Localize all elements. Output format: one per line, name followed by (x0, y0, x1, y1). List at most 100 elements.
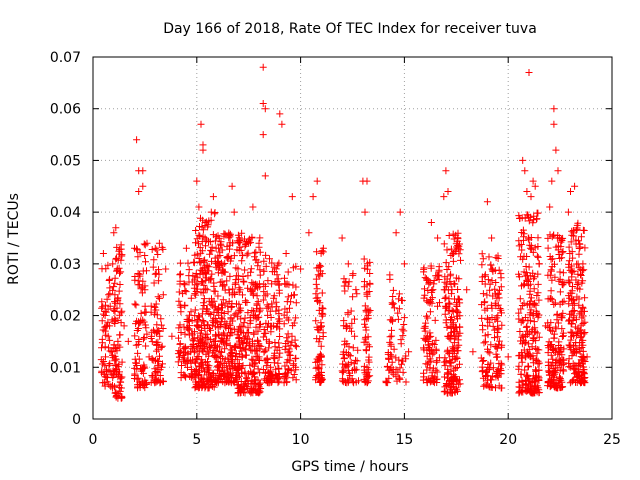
data-point (494, 255, 502, 262)
data-point (309, 193, 317, 201)
data-point (571, 182, 579, 190)
data-point (556, 366, 564, 374)
data-point (249, 380, 257, 388)
data-point (195, 377, 203, 385)
data-point (492, 302, 500, 310)
data-point (244, 309, 252, 317)
data-point (434, 234, 442, 242)
data-point (486, 286, 494, 294)
data-point (443, 246, 451, 254)
data-point (187, 308, 195, 316)
data-point (182, 288, 190, 296)
data-point (447, 290, 455, 298)
data-point (431, 316, 439, 324)
data-point (579, 260, 587, 268)
data-point (195, 362, 203, 370)
data-point (151, 303, 158, 311)
data-point (495, 325, 503, 333)
data-point (106, 360, 114, 367)
data-point (348, 319, 356, 327)
data-point (432, 336, 440, 344)
data-point (228, 346, 236, 354)
data-point (201, 256, 209, 264)
data-point (396, 364, 404, 372)
data-point (396, 208, 404, 216)
data-point (520, 252, 528, 260)
data-point (486, 349, 494, 357)
data-point (203, 366, 211, 374)
data-point (482, 368, 490, 376)
data-point (361, 377, 369, 385)
data-point (529, 352, 537, 360)
data-point (525, 217, 533, 225)
data-point (352, 286, 360, 294)
data-point (454, 244, 462, 252)
data-point (545, 371, 553, 379)
data-point (249, 337, 256, 345)
data-point (201, 234, 209, 242)
data-point (491, 326, 499, 334)
data-point (524, 282, 532, 290)
data-point (214, 269, 222, 277)
data-point (227, 303, 235, 311)
data-point (220, 268, 228, 276)
data-point (433, 272, 441, 280)
data-point (143, 239, 151, 247)
data-point (341, 363, 349, 371)
data-point (578, 314, 586, 322)
data-point (101, 343, 109, 351)
data-point (185, 325, 193, 333)
data-point (219, 266, 226, 274)
data-point (557, 376, 565, 384)
data-point (340, 378, 348, 386)
data-point (452, 240, 460, 248)
data-point (354, 346, 362, 354)
data-point (281, 362, 289, 370)
data-point (567, 336, 575, 344)
data-point (255, 386, 263, 394)
data-point (266, 255, 273, 263)
data-point (576, 326, 584, 334)
data-point (228, 182, 236, 190)
data-point (196, 270, 204, 278)
data-point (420, 369, 427, 377)
data-point (176, 340, 184, 348)
data-point (142, 324, 150, 332)
data-point (148, 372, 156, 379)
data-point (105, 380, 113, 388)
data-point (117, 241, 125, 249)
data-point (102, 353, 109, 361)
data-point (118, 394, 126, 402)
y-tick-label: 0.07 (50, 50, 81, 66)
data-point (569, 283, 576, 290)
data-point (426, 355, 434, 363)
data-point (484, 276, 492, 284)
data-point (288, 292, 295, 300)
data-point (155, 266, 162, 274)
data-point (286, 304, 293, 312)
data-point (550, 120, 558, 128)
data-point (283, 358, 291, 366)
data-point (110, 317, 118, 325)
data-point (363, 373, 371, 381)
data-point (234, 265, 242, 273)
data-point (131, 355, 139, 363)
data-point (453, 301, 461, 309)
data-point (196, 379, 204, 387)
data-point (517, 337, 524, 345)
data-point (216, 370, 224, 378)
data-point (267, 363, 275, 371)
data-point (195, 231, 203, 239)
data-point (244, 376, 252, 384)
data-point (352, 378, 360, 386)
data-point (456, 323, 464, 331)
data-point (361, 369, 369, 377)
data-point (204, 221, 212, 229)
data-point (489, 322, 497, 330)
data-point (152, 269, 160, 277)
data-point (504, 353, 512, 361)
data-point (340, 317, 348, 325)
data-point (442, 316, 450, 324)
data-point (290, 319, 298, 327)
data-point (99, 379, 107, 387)
